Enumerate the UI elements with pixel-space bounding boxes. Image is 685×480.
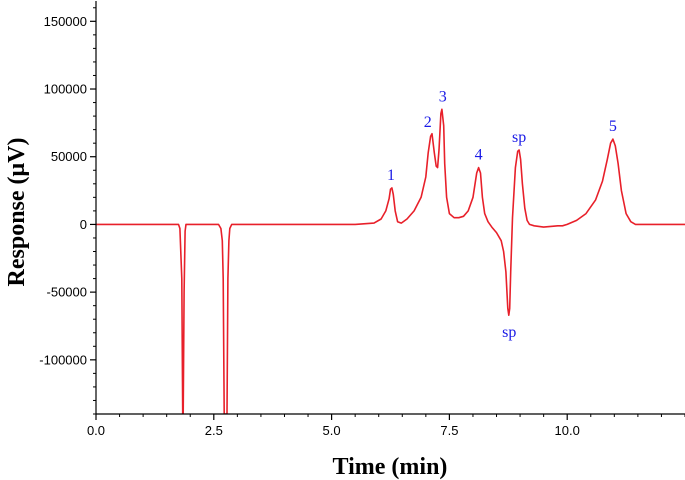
y-tick-label: 150000 [44,14,87,29]
x-tick-label: 2.5 [205,423,223,438]
peak-label: 3 [439,88,447,105]
x-tick-label: 7.5 [440,423,458,438]
peak-label: 1 [387,167,395,184]
peak-label: 5 [609,118,617,135]
y-axis: -100000 -50000 0 50000 100000 150000 [39,1,97,415]
plot-lines [96,108,685,414]
x-tick-label: 5.0 [323,423,341,438]
chromatogram-trace [96,108,685,414]
peak-label: sp [502,324,516,341]
peak-label: sp [512,129,526,146]
y-tick-label: 0 [80,217,87,232]
x-tick-label: 10.0 [555,423,580,438]
x-tick-label: 0.0 [87,423,105,438]
peak-label: 4 [475,147,483,164]
y-tick-label: -50000 [47,285,87,300]
x-axis-title: Time (min) [333,454,448,480]
y-tick-label: 50000 [51,149,87,164]
y-tick-label: 100000 [44,82,87,97]
y-tick-label: -100000 [39,352,87,367]
y-axis-title: Response (μV) [4,138,30,287]
x-axis: 0.0 2.5 5.0 7.5 10.0 [87,413,685,438]
peak-labels: 1 23 4 sp sp 5 [387,88,617,341]
peak-label: 2 [424,114,432,131]
